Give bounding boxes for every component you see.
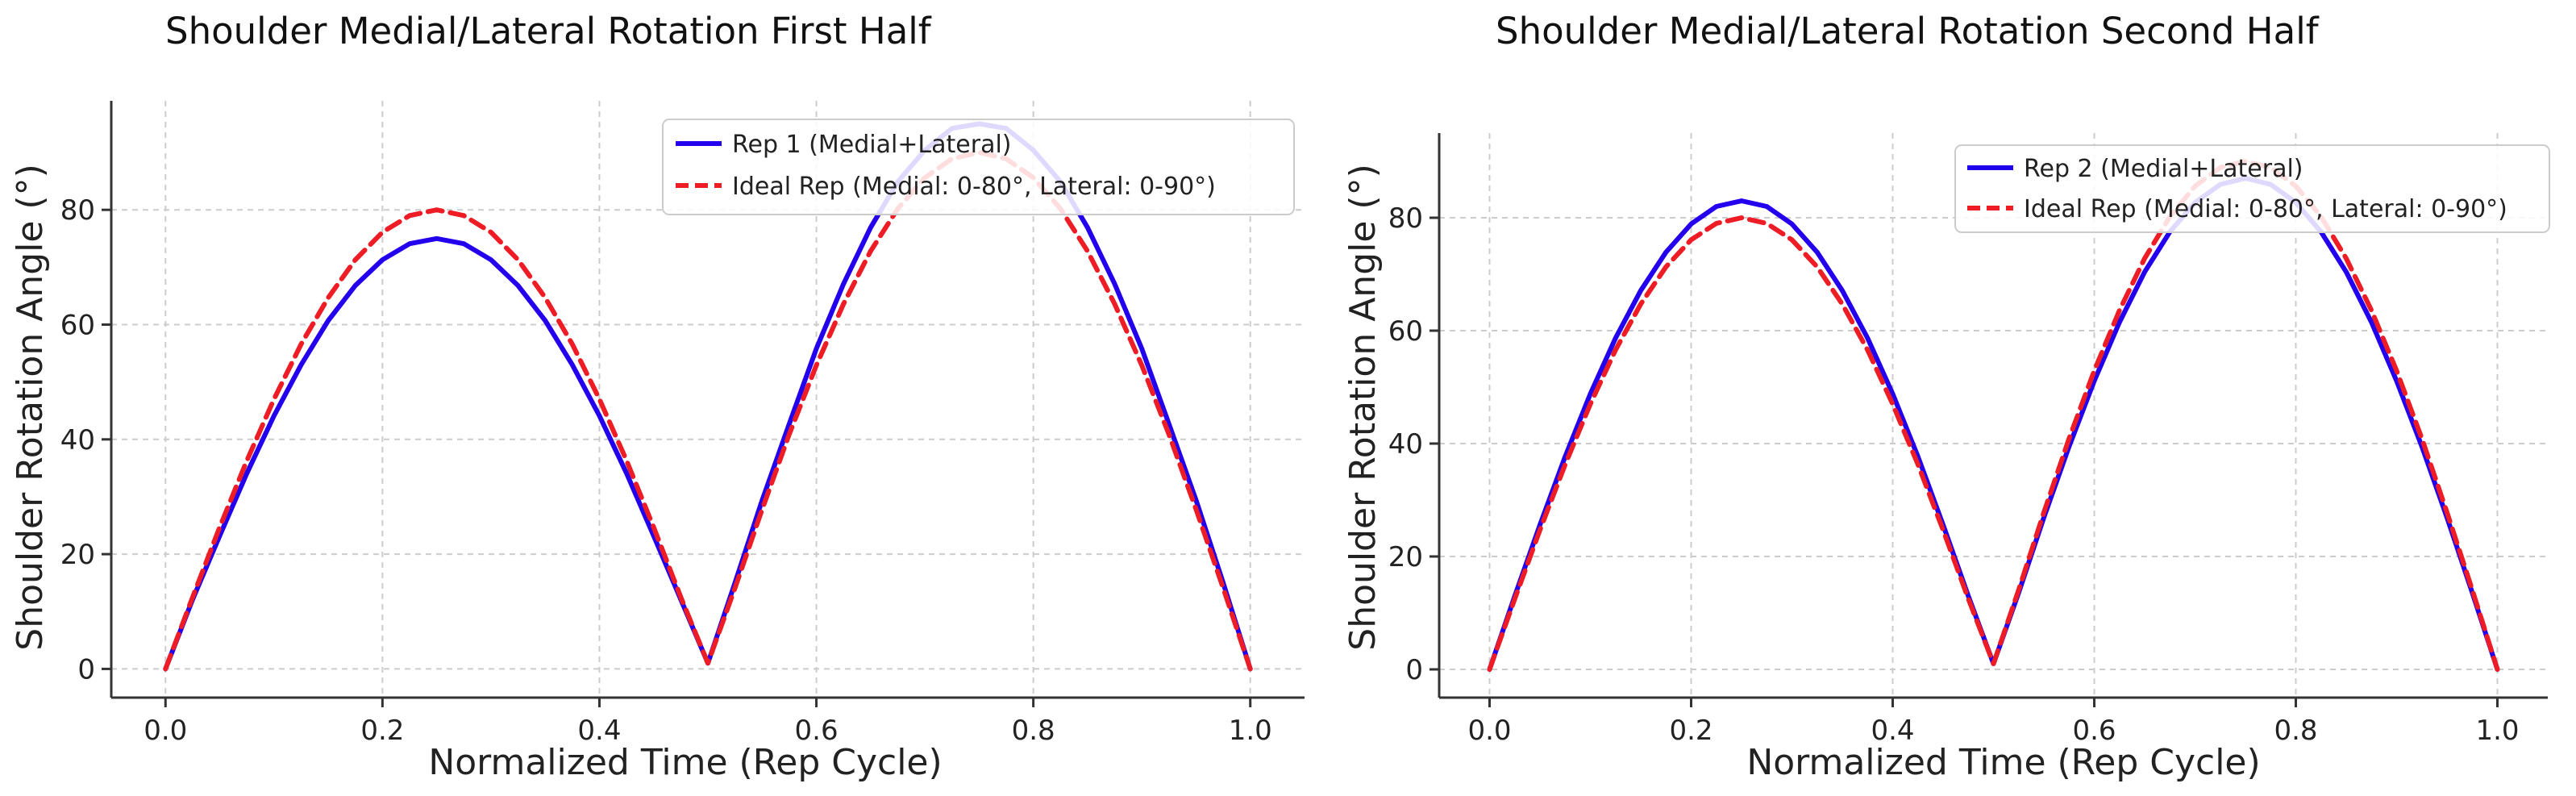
x-tick-label: 1.0 (1229, 715, 1272, 747)
x-tick-label: 0.4 (577, 715, 621, 747)
legend-box (662, 119, 1295, 215)
legend: Rep 1 (Medial+Lateral) Ideal Rep (Medial… (662, 119, 1295, 215)
x-tick-label: 0.0 (1467, 715, 1511, 747)
y-tick-label: 20 (1388, 541, 1423, 573)
y-axis-label: Shoulder Rotation Angle (°) (1342, 164, 1384, 650)
legend-label-rep: Rep 1 (Medial+Lateral) (732, 131, 1012, 159)
x-tick-label: 0.0 (144, 715, 187, 747)
y-tick-label: 40 (60, 424, 95, 456)
legend: Rep 2 (Medial+Lateral) Ideal Rep (Medial… (1954, 144, 2550, 233)
y-tick-label: 20 (60, 539, 95, 571)
y-axis-label: Shoulder Rotation Angle (°) (10, 164, 51, 650)
x-tick-label: 0.2 (1669, 715, 1712, 747)
x-tick-label: 0.4 (1871, 715, 1914, 747)
x-axis-label: Normalized Time (Rep Cycle) (1746, 742, 2260, 783)
x-tick-label: 0.6 (795, 715, 839, 747)
series-line-rep (1487, 176, 2500, 672)
chart-second-half: Shoulder Medial/Lateral Rotation Second … (1342, 10, 2550, 783)
y-tick-label: 60 (60, 310, 95, 342)
x-tick-label: 0.2 (360, 715, 404, 747)
y-tick-label: 60 (1388, 315, 1423, 348)
y-tick-label: 0 (1405, 654, 1423, 686)
series-line-ideal (1487, 159, 2500, 672)
x-tick-label: 0.8 (2274, 715, 2317, 747)
y-tick-label: 40 (1388, 428, 1423, 461)
chart-first-half: Shoulder Medial/Lateral Rotation First H… (10, 10, 1305, 783)
y-tick-label: 80 (1388, 202, 1423, 235)
series-line-ideal (163, 150, 1253, 672)
x-tick-label: 0.6 (2072, 715, 2116, 747)
chart-title: Shoulder Medial/Lateral Rotation Second … (1496, 10, 2320, 52)
x-tick-label: 0.8 (1012, 715, 1055, 747)
legend-label-ideal: Ideal Rep (Medial: 0-80°, Lateral: 0-90°… (732, 173, 1216, 201)
legend-label-rep: Rep 2 (Medial+Lateral) (2024, 155, 2303, 183)
legend-label-ideal: Ideal Rep (Medial: 0-80°, Lateral: 0-90°… (2024, 195, 2507, 223)
legend-box (1954, 144, 2550, 233)
chart-title: Shoulder Medial/Lateral Rotation First H… (165, 10, 932, 52)
y-tick-label: 80 (60, 194, 95, 227)
y-tick-label: 0 (77, 653, 95, 686)
x-tick-label: 1.0 (2475, 715, 2519, 747)
x-axis-label: Normalized Time (Rep Cycle) (428, 742, 942, 783)
